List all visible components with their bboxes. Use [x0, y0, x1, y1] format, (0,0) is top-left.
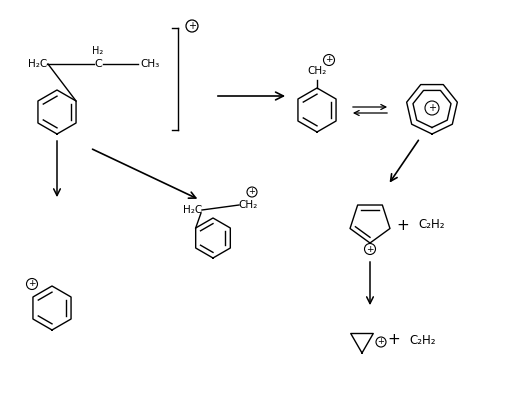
- Text: CH₃: CH₃: [140, 59, 160, 69]
- Text: +: +: [248, 187, 255, 196]
- Text: +: +: [377, 337, 385, 346]
- Text: H₂: H₂: [92, 46, 103, 56]
- Text: +: +: [428, 103, 436, 113]
- Text: +: +: [397, 217, 410, 232]
- Text: +: +: [366, 244, 374, 253]
- Text: +: +: [188, 21, 196, 31]
- Text: H₂C: H₂C: [183, 205, 203, 215]
- Text: C: C: [94, 59, 102, 69]
- Text: H₂C: H₂C: [28, 59, 48, 69]
- Text: +: +: [325, 55, 333, 65]
- Text: CH₂: CH₂: [239, 200, 258, 210]
- Text: C₂H₂: C₂H₂: [409, 333, 436, 346]
- Text: C₂H₂: C₂H₂: [418, 219, 444, 232]
- Text: +: +: [28, 280, 36, 289]
- Text: +: +: [388, 333, 400, 348]
- Text: CH₂: CH₂: [307, 66, 327, 76]
